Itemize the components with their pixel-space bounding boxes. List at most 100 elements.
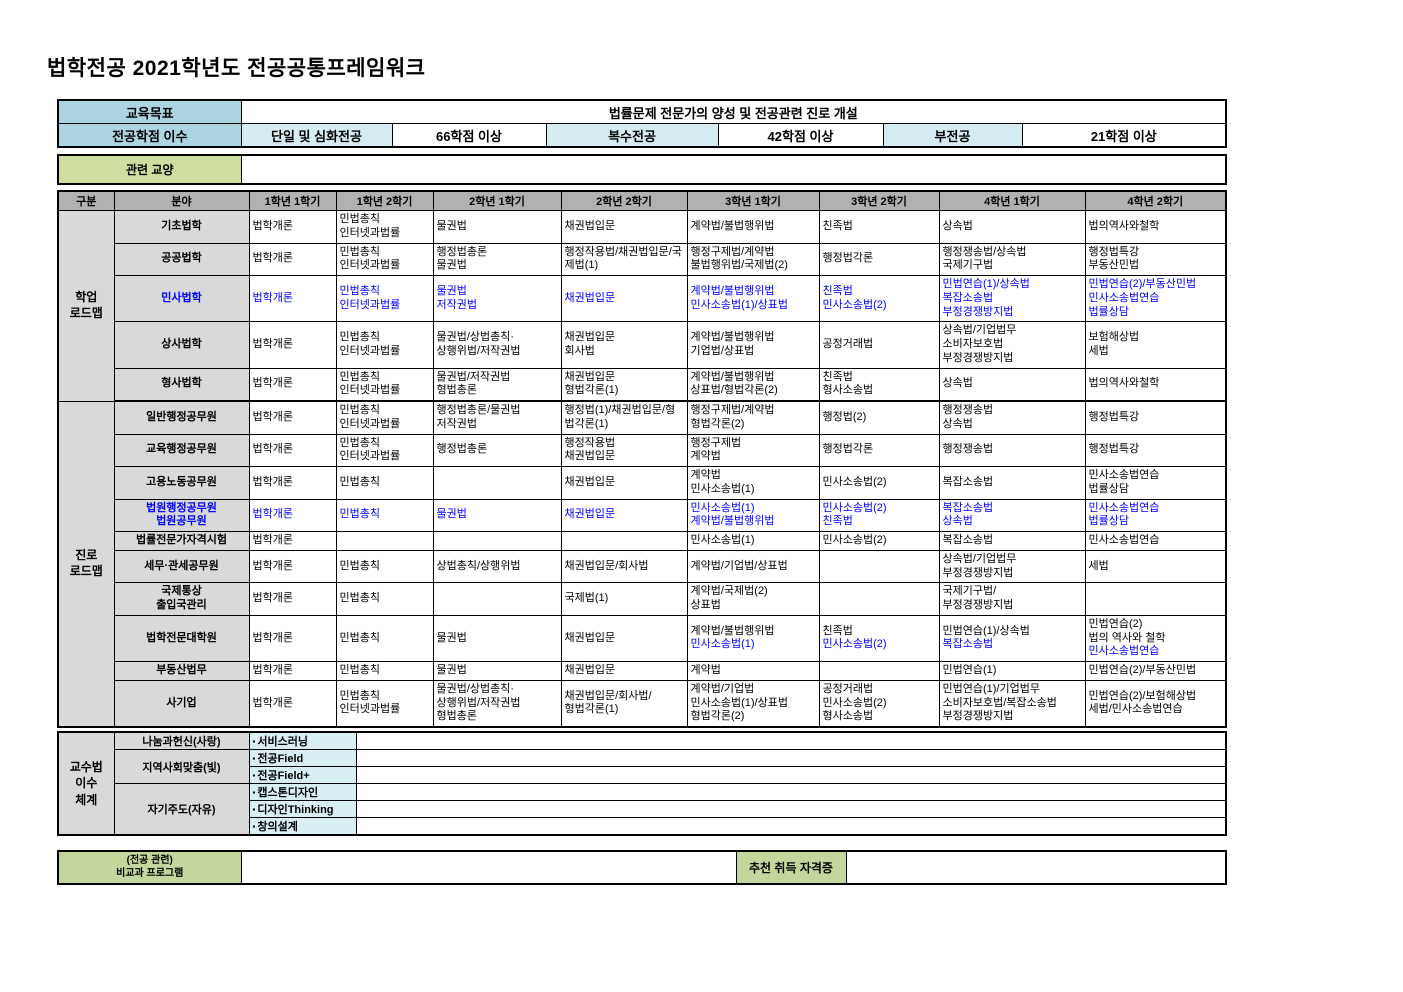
course-line: 법학개론: [252, 410, 293, 423]
course-line: 법학개론: [252, 291, 293, 304]
course-cell: 세법: [1084, 549, 1227, 584]
course-line: 법학개론: [252, 508, 293, 521]
course-cell: 행정법총론 물권법: [432, 242, 562, 276]
course-line: 민사소송법(1)/상표법: [690, 696, 788, 709]
course-cell: 법학개론: [248, 210, 337, 244]
course-line: 행정쟁송법: [942, 404, 994, 416]
course-line: 민법총칙: [339, 508, 380, 521]
course-cell: 채권법입문: [560, 466, 688, 500]
course-cell: 채권법입문: [560, 498, 688, 532]
column-header: 1학년 2학기: [335, 190, 434, 211]
course-cell: 행정법총론/물권법 저작권법: [432, 400, 562, 435]
course-line: 상속법: [942, 219, 973, 232]
course-line: 인터넷과법률: [339, 384, 401, 397]
course-line: 민법총칙: [339, 664, 380, 676]
pedagogy-row: ▪ 전공Field+: [58, 766, 1227, 784]
course-cell: 친족법 민사소송법(2): [818, 274, 940, 323]
course-cell: 민사소송법(2): [818, 466, 940, 500]
field-label-line: 일반행정공무원: [146, 410, 217, 423]
course-cell: 민법연습(1)/상속법 복잡소송법 부정경쟁방지법: [938, 274, 1086, 323]
course-cell: [1084, 582, 1227, 616]
square-bullet-icon: ▪: [252, 788, 256, 797]
course-cell: 민법연습(2) 법의 역사와 철학 민사소송법연습: [1084, 614, 1227, 663]
field-label-line: 교육행정공무원: [146, 443, 217, 456]
course-line: 친족법: [822, 284, 853, 297]
pedagogy-category-label: 자기주도(자유): [113, 783, 250, 836]
course-line: 채권법입문: [564, 475, 616, 488]
course-line: 계약법: [690, 664, 721, 676]
course-cell: 행정법(1)/채권법입문/형법각론(1): [560, 400, 688, 435]
course-cell: 물권법 저작권법: [432, 274, 562, 323]
course-line: 행정쟁송법/상속법: [942, 245, 1027, 258]
pedagogy-item-label: 창의설계: [257, 821, 298, 833]
course-line: 계약법/기업법: [690, 682, 755, 695]
course-line: 계약법/불법행위법: [690, 219, 775, 232]
field-label: 법학전문대학원: [113, 614, 250, 663]
curriculum-row: 공공법학 법학개론 민법총칙 인터넷과법률 행정법총론 물권법 행정작용법/채권법입문/국제…: [58, 242, 1227, 276]
credit-type-label: 단일 및 심화전공: [240, 123, 393, 148]
course-line: 저작권법: [436, 298, 477, 311]
course-line: 물권법: [436, 508, 467, 521]
course-cell: 행정쟁송법: [938, 433, 1086, 467]
course-line: 법학개론: [252, 631, 293, 644]
pedagogy-row: ▪ 디자인Thinking: [58, 800, 1227, 818]
course-cell: 물권법/상법총칙· 상행위법/저작권법: [432, 321, 562, 369]
course-line: 행정법각론: [822, 443, 874, 456]
course-line: 민사소송법(1): [690, 638, 755, 651]
extracurricular-program-value: [240, 850, 737, 885]
course-line: 저작권법: [436, 417, 477, 430]
credits-row: 전공학점 이수 단일 및 심화전공 66학점 이상 복수전공 42학점 이상 부…: [57, 123, 1227, 148]
course-cell: 채권법입문/회사법: [560, 549, 688, 584]
course-line: 민법총칙: [339, 284, 380, 297]
course-line: 국제법(1): [564, 592, 609, 605]
page-title: 법학전공 2021학년도 전공공통프레임워크: [47, 57, 426, 80]
pedagogy-item-label: 캡스톤디자인: [257, 787, 319, 799]
course-line: 인터넷과법률: [339, 298, 401, 311]
field-label: 민사법학: [113, 274, 250, 323]
course-cell: 계약법 민사소송법(1): [686, 466, 820, 500]
course-line: 상속법/기업법무: [942, 552, 1017, 565]
course-line: 행정쟁송법: [942, 443, 994, 456]
course-line: 민법총칙: [339, 436, 380, 449]
column-header: 분야: [113, 190, 250, 211]
course-cell: 법학개론: [248, 274, 337, 323]
course-line: 민법연습(1): [942, 664, 997, 676]
course-cell: 민법연습(1)/상속법 복잡소송법: [938, 614, 1086, 663]
course-line: 상표법/형법각론(2): [690, 384, 778, 397]
course-line: 계약법/불법행위법: [690, 624, 775, 637]
pedagogy-side-label-line: 교수법: [69, 760, 103, 775]
course-cell: 민법총칙 인터넷과법률: [335, 367, 434, 402]
group-label-line: 로드맵: [69, 305, 103, 320]
course-line: 친족법: [822, 219, 853, 232]
curriculum-row: 법률전문가자격시험 법학개론 민사소송법(1) 민사소송법(2) 복잡소송법 민사소송법연…: [58, 531, 1227, 551]
field-label-line: 법원행정공무원: [146, 501, 217, 514]
course-line: 행정법(1)/채권법입문/형법각론(1): [564, 404, 676, 430]
curriculum-row: 상사법학 법학개론 민법총칙 인터넷과법률 물권법/상법총칙· 상행위법/저작권법 채권법입…: [58, 321, 1227, 369]
course-line: 인터넷과법률: [339, 344, 401, 357]
pedagogy-item: ▪ 디자인Thinking: [248, 800, 357, 818]
course-cell: 민사소송법(2): [818, 531, 940, 551]
course-line: 행정법특강: [1088, 245, 1140, 258]
course-line: 민사소송법(2): [822, 298, 887, 311]
course-line: 물권법: [436, 219, 467, 232]
course-cell: 법학개론: [248, 498, 337, 532]
course-cell: 민법총칙 인터넷과법률: [335, 210, 434, 244]
course-cell: 계약법/기업법/상표법: [686, 549, 820, 584]
course-line: 상속법: [942, 377, 973, 390]
course-cell: 행정작용법/채권법입문/국제법(1): [560, 242, 688, 276]
credit-type-label: 부전공: [882, 123, 1023, 148]
course-line: 채권법입문: [564, 631, 616, 644]
curriculum-row: 학업 로드맵 기초법학 법학개론 민법총칙 인터넷과법률 물권법 채권법입문 계약법/불법행위법…: [57, 210, 1227, 402]
field-label-line: 공공법학: [161, 252, 202, 265]
info-table: 교육목표 법률문제 전문가의 양성 및 전공관련 진로 개설 전공학점 이수 단…: [57, 99, 1228, 148]
course-line: 인터넷과법률: [339, 226, 401, 239]
course-cell: 계약법/불법행위법 민사소송법(1)/상표법: [686, 274, 820, 323]
credit-type-label: 복수전공: [545, 123, 719, 148]
curriculum-row: 세무·관세공무원 법학개론 민법총칙 상법총칙/상행위법 채권법입문/회사법 계약법/기업…: [58, 549, 1227, 584]
course-line: 법의 역사와 철학: [1088, 631, 1166, 644]
liberal-arts-label: 관련 교양: [57, 154, 242, 185]
course-cell: 민법총칙: [335, 582, 434, 616]
course-cell: 상속법/기업법무 소비자보호법 부정경쟁방지법: [938, 321, 1086, 369]
course-line: 상행위법/저작권법: [436, 696, 521, 709]
course-cell: 민법총칙: [335, 466, 434, 500]
